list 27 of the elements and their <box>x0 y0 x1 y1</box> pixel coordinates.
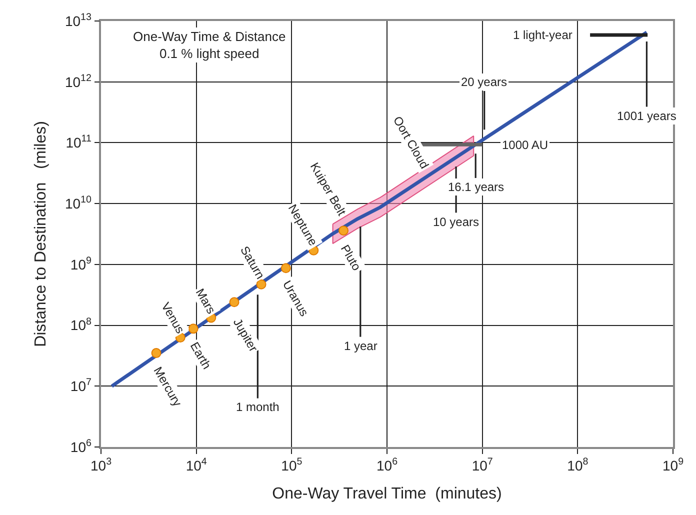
ref-line-label: 20 years <box>461 75 508 89</box>
y-tick-label: 10$^{10}$ <box>64 194 92 212</box>
x-tick-label: 10$^{6}$ <box>376 456 398 474</box>
ref-line-label: 1000 AU <box>502 138 548 152</box>
ref-line-label: 1 month <box>236 400 280 414</box>
y-tick-label: 10$^{6}$ <box>70 438 92 455</box>
y-tick-label: 10$^{13}$ <box>64 12 92 29</box>
text: 0.1 % light speed <box>159 46 260 61</box>
ref-line-label: 1 light-year <box>513 28 572 42</box>
y-tick-label: 10$^{12}$ <box>64 72 92 90</box>
y-tick-label: 10$^{9}$ <box>70 255 92 272</box>
x-tick-label: 10$^{9}$ <box>662 456 684 474</box>
y-tick-label: 10$^{11}$ <box>66 134 92 151</box>
x-tick-label: 10$^{3}$ <box>90 456 112 474</box>
y-tick-label: 10$^{7}$ <box>70 377 92 394</box>
x-axis-title: One-Way Travel Time (minutes) <box>272 486 502 503</box>
text: One-Way Time & Distance <box>133 29 286 44</box>
y-axis-title: Distance to Destination (miles) <box>32 121 50 347</box>
x-tick-label: 10$^{5}$ <box>281 456 303 474</box>
x-tick-label: 10$^{4}$ <box>186 456 208 474</box>
x-tick-label: 10$^{8}$ <box>567 456 589 474</box>
ref-line-label: 10 years <box>433 215 480 229</box>
y-tick-label: 10$^{8}$ <box>70 316 92 334</box>
x-tick-label: 10$^{7}$ <box>472 456 493 474</box>
ref-line-label: 16.1 years <box>448 180 504 194</box>
ref-line-label: 1001 years <box>617 109 676 123</box>
ref-line-label: 1 year <box>344 339 378 353</box>
